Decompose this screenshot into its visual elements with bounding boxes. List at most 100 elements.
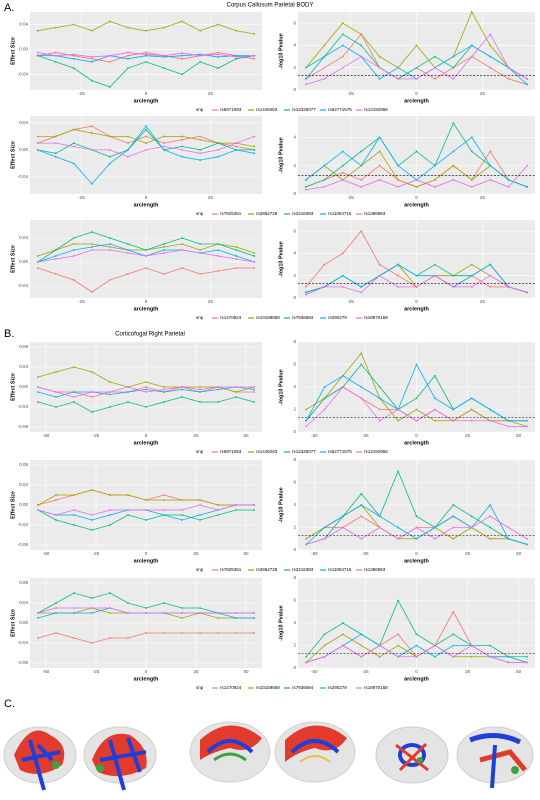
point (323, 644, 326, 647)
y-tick-label: -0.04 (18, 72, 29, 77)
point (181, 612, 183, 614)
point (54, 135, 57, 138)
point (507, 661, 510, 664)
point (323, 44, 326, 47)
point (91, 519, 93, 521)
point (253, 149, 256, 151)
point (470, 526, 473, 529)
point (434, 186, 436, 188)
point (470, 178, 473, 181)
point (127, 401, 129, 403)
point (397, 470, 400, 473)
point (145, 53, 147, 56)
point (323, 55, 326, 58)
point (109, 246, 111, 248)
point (378, 419, 381, 422)
point (415, 644, 418, 647)
point (305, 661, 308, 664)
point (378, 386, 381, 388)
point (163, 142, 165, 145)
x-tick-label: 0 (145, 551, 148, 556)
point (37, 386, 39, 388)
point (470, 408, 473, 411)
point (470, 274, 473, 277)
point (235, 54, 238, 57)
point (181, 135, 183, 138)
y-axis-label: Effect Size (10, 245, 16, 273)
brain-render (83, 726, 157, 791)
x-tick-label: -25 (362, 669, 369, 674)
point (415, 397, 418, 400)
point (72, 243, 75, 245)
point (73, 494, 75, 496)
point (91, 371, 93, 373)
point (397, 263, 399, 266)
point (323, 285, 326, 288)
point (526, 164, 528, 167)
point (73, 366, 75, 368)
point (109, 249, 111, 251)
point (145, 406, 147, 408)
point (199, 152, 202, 155)
point (127, 249, 129, 251)
point (55, 632, 57, 634)
legend-label: rs7825351 (220, 211, 242, 216)
y-axis-label: -log10 Pvalue (278, 241, 284, 276)
y-tick-label: 0 (293, 191, 296, 196)
point (163, 386, 165, 388)
x-tick-label: 25 (480, 195, 486, 200)
point (342, 644, 344, 647)
point (360, 186, 363, 188)
point (199, 514, 201, 516)
point (199, 149, 202, 151)
point (470, 263, 473, 266)
x-tick-label: 25 (208, 91, 214, 96)
point (434, 77, 436, 80)
point (90, 243, 93, 245)
point (397, 164, 399, 167)
x-tick-label: 25 (193, 433, 199, 438)
point (199, 386, 201, 388)
y-axis-label: Effect Size (10, 141, 16, 169)
point (199, 632, 201, 634)
point (217, 270, 220, 272)
point (360, 55, 363, 58)
point (323, 408, 326, 411)
point (72, 249, 75, 251)
y-axis-label: -log10 Pvalue (278, 605, 284, 640)
legend-label: rs18970168 (364, 315, 388, 320)
point (415, 186, 418, 188)
point (73, 524, 75, 526)
point (145, 267, 147, 269)
point (507, 537, 510, 540)
point (91, 391, 93, 393)
point (323, 77, 326, 80)
point (54, 54, 57, 57)
y-axis-label: Effect Size (10, 609, 16, 637)
x-tick-label: -25 (78, 91, 85, 96)
point (91, 642, 93, 644)
point (54, 51, 57, 54)
point (235, 267, 238, 269)
point (127, 252, 129, 254)
x-tick-label: 25 (208, 195, 214, 200)
point (181, 237, 183, 239)
point (341, 66, 344, 69)
y-tick-label: -0.08 (18, 542, 29, 547)
point (341, 22, 344, 25)
point (235, 632, 237, 634)
y-tick-label: 0.08 (19, 580, 28, 585)
y-tick-label: 6 (293, 228, 296, 233)
y-tick-label: 8 (293, 457, 296, 462)
point (73, 509, 75, 511)
point (72, 128, 75, 131)
point (378, 55, 381, 58)
point (378, 150, 381, 153)
point (415, 178, 418, 181)
section-label: B. (4, 328, 14, 340)
point (90, 291, 93, 293)
point (145, 51, 147, 54)
point (54, 155, 57, 158)
y-tick-label: 0.04 (19, 22, 28, 27)
point (452, 537, 455, 540)
